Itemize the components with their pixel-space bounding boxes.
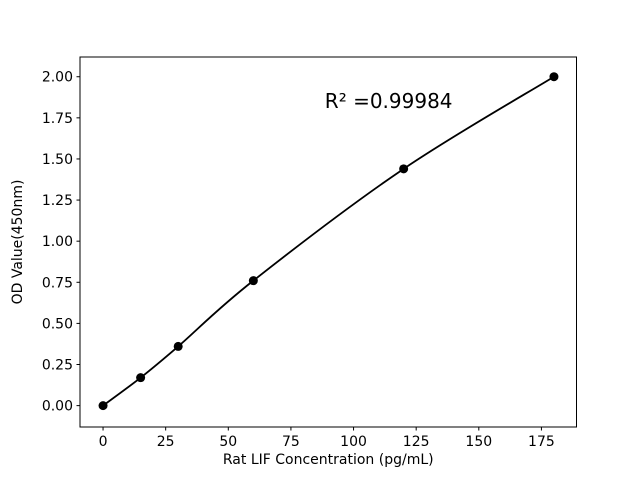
data-point-marker	[399, 164, 409, 174]
y-tick-label: 1.00	[42, 234, 73, 250]
data-point-marker	[136, 373, 146, 383]
y-axis-label: OD Value(450nm)	[10, 180, 26, 305]
x-tick-label: 0	[99, 434, 108, 450]
x-tick-label: 25	[157, 434, 175, 450]
y-tick-label: 0.50	[42, 316, 73, 332]
chart-generated-layer: 0 25 50 75 100 125 150 175 0.00 0.25 0.50 0.75 1.00 1…	[42, 56, 577, 450]
data-point-marker	[98, 401, 108, 411]
y-tick-label: 2.00	[42, 70, 73, 86]
r-squared-annotation: R² =0.99984	[325, 89, 453, 113]
y-tick-label: 1.25	[42, 193, 73, 209]
x-tick-label: 125	[403, 434, 430, 450]
x-axis-label: Rat LIF Concentration (pg/mL)	[223, 452, 434, 468]
data-point-marker	[173, 341, 183, 351]
y-tick-label: 1.75	[42, 111, 73, 127]
y-tick-label: 1.50	[42, 152, 73, 168]
x-tick-label: 100	[340, 434, 367, 450]
y-tick-label: 0.00	[42, 399, 73, 415]
data-point-marker	[549, 72, 559, 82]
plot-border	[79, 56, 577, 428]
x-tick-label: 175	[528, 434, 555, 450]
data-point-marker	[248, 276, 258, 286]
x-tick-label: 50	[219, 434, 237, 450]
fit-curve	[102, 75, 555, 407]
y-tick-label: 0.25	[42, 358, 73, 374]
x-tick-label: 150	[465, 434, 492, 450]
x-tick-label: 75	[282, 434, 300, 450]
y-tick-label: 0.75	[42, 275, 73, 291]
